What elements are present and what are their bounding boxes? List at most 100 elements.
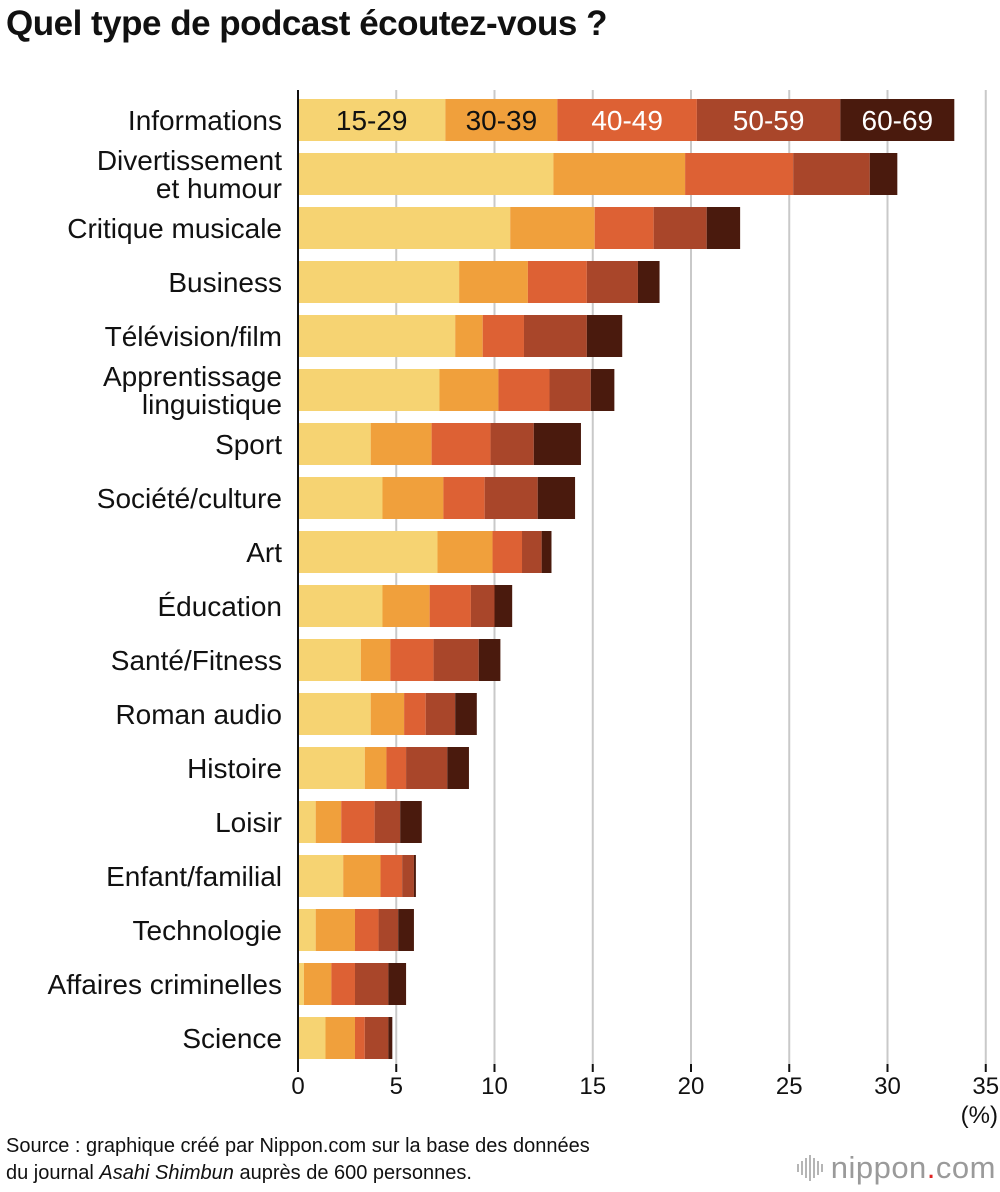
bar-11-30-39 (370, 693, 405, 735)
bar-3-15-29 (298, 261, 460, 303)
bar-9-60-69 (494, 585, 513, 627)
bar-3-30-39 (459, 261, 528, 303)
category-label-4: Télévision/film (105, 321, 282, 352)
bar-8-15-29 (298, 531, 438, 573)
x-tick-label-25: 25 (776, 1073, 803, 1100)
bar-2-30-39 (510, 207, 595, 249)
legend-label-60-69: 60-69 (862, 105, 934, 136)
category-label-3: Business (168, 267, 282, 298)
bar-12-60-69 (447, 747, 469, 789)
bar-15-40-49 (354, 909, 379, 951)
bar-10-40-49 (390, 639, 434, 681)
bar-14-30-39 (343, 855, 381, 897)
legend-label-30-39: 30-39 (466, 105, 538, 136)
bar-6-40-49 (431, 423, 491, 465)
bar-1-50-59 (793, 153, 870, 195)
bar-1-40-49 (685, 153, 794, 195)
bar-6-60-69 (533, 423, 581, 465)
bar-5-40-49 (498, 369, 550, 411)
x-tick-label-10: 10 (481, 1073, 508, 1100)
bar-17-60-69 (388, 1017, 393, 1059)
bar-17-30-39 (325, 1017, 355, 1059)
source-publication: Asahi Shimbun (99, 1162, 234, 1184)
category-label-5: Apprentissage linguistique (103, 361, 282, 420)
category-label-15: Technologie (133, 915, 282, 946)
bar-7-50-59 (484, 477, 538, 519)
bar-13-60-69 (400, 801, 422, 843)
bar-7-30-39 (382, 477, 444, 519)
bar-12-50-59 (406, 747, 448, 789)
bar-0-60-69 (840, 99, 955, 141)
bar-5-15-29 (298, 369, 440, 411)
bar-15-15-29 (298, 909, 316, 951)
bar-11-60-69 (455, 693, 477, 735)
bar-16-60-69 (388, 963, 407, 1005)
category-label-12: Histoire (187, 753, 282, 784)
bar-6-30-39 (370, 423, 432, 465)
bar-13-40-49 (341, 801, 375, 843)
category-label-0: Informations (128, 105, 282, 136)
bar-8-40-49 (492, 531, 523, 573)
x-unit-label: (%) (961, 1102, 998, 1129)
x-tick-label-20: 20 (678, 1073, 705, 1100)
bar-15-30-39 (315, 909, 355, 951)
source-suffix: auprès de 600 personnes. (233, 1162, 472, 1184)
x-tick-label-35: 35 (972, 1073, 999, 1100)
bar-16-30-39 (303, 963, 332, 1005)
bar-10-60-69 (478, 639, 501, 681)
bar-3-40-49 (527, 261, 587, 303)
bar-9-15-29 (298, 585, 383, 627)
bar-0-40-49 (557, 99, 697, 141)
category-label-6: Sport (215, 429, 282, 460)
bar-17-50-59 (364, 1017, 389, 1059)
bar-2-40-49 (594, 207, 654, 249)
bar-12-30-39 (364, 747, 387, 789)
bar-4-30-39 (455, 315, 483, 357)
bar-14-15-29 (298, 855, 344, 897)
category-label-7: Société/culture (97, 483, 282, 514)
bar-11-15-29 (298, 693, 371, 735)
bar-8-30-39 (437, 531, 493, 573)
sound-wave-icon (796, 1155, 823, 1181)
x-tick-label-30: 30 (874, 1073, 901, 1100)
bar-3-60-69 (637, 261, 660, 303)
category-label-9: Éducation (157, 591, 282, 622)
bar-1-15-29 (298, 153, 554, 195)
logo-word: nippon (830, 1150, 927, 1185)
category-label-2: Critique musicale (67, 213, 282, 244)
bar-15-50-59 (378, 909, 399, 951)
bar-5-30-39 (439, 369, 499, 411)
bar-4-50-59 (523, 315, 587, 357)
bar-9-30-39 (382, 585, 430, 627)
bar-4-15-29 (298, 315, 456, 357)
category-label-8: Art (246, 537, 282, 568)
category-label-13: Loisir (215, 807, 282, 838)
bar-1-60-69 (869, 153, 898, 195)
bar-0-30-39 (445, 99, 558, 141)
bar-2-15-29 (298, 207, 511, 249)
legend-label-50-59: 50-59 (733, 105, 805, 136)
stacked-bar-chart: Informations Divertissement et humour Criti… (48, 90, 999, 1129)
bar-10-15-29 (298, 639, 361, 681)
bar-3-50-59 (586, 261, 638, 303)
bar-6-50-59 (490, 423, 534, 465)
bar-9-50-59 (470, 585, 495, 627)
bar-5-60-69 (590, 369, 615, 411)
source-line-1: Source : graphique créé par Nippon.com s… (6, 1135, 590, 1157)
bar-2-60-69 (706, 207, 741, 249)
bar-13-15-29 (298, 801, 316, 843)
legend-label-15-29: 15-29 (336, 105, 408, 136)
bar-12-15-29 (298, 747, 365, 789)
bar-11-50-59 (425, 693, 456, 735)
bar-16-40-49 (331, 963, 355, 1005)
logo-dot: . (926, 1150, 936, 1185)
bar-0-15-29 (298, 99, 446, 141)
bar-11-40-49 (404, 693, 426, 735)
bar-2-50-59 (653, 207, 707, 249)
bar-15-60-69 (398, 909, 414, 951)
bar-12-40-49 (386, 747, 407, 789)
bar-17-15-29 (298, 1017, 326, 1059)
x-tick-label-5: 5 (390, 1073, 403, 1100)
x-tick-label-15: 15 (579, 1073, 606, 1100)
bar-8-50-59 (522, 531, 542, 573)
